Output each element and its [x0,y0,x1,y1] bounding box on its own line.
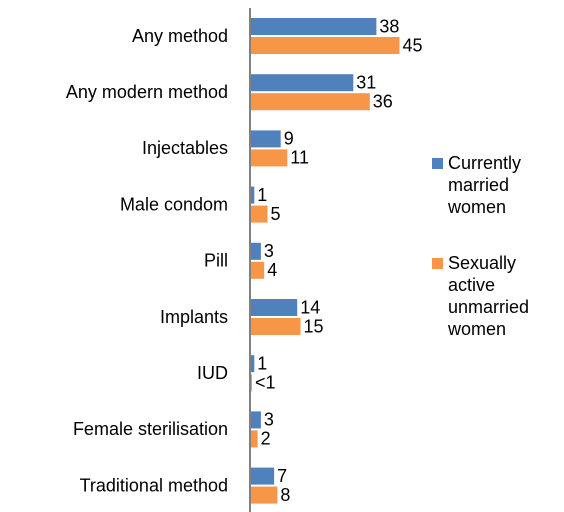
value-label: 36 [373,91,393,111]
bar [251,186,255,204]
bar [251,355,255,373]
legend-item: Sexually active unmarried women [432,252,560,340]
legend-item: Currently married women [432,152,560,218]
y-tick-label: Any method [132,26,228,46]
value-label: 8 [280,485,290,505]
bar [251,130,281,148]
y-tick-label: Female sterilisation [73,419,228,439]
value-label: 11 [290,148,309,168]
y-tick-label: Implants [160,307,228,327]
y-tick-label: Any modern method [66,82,228,102]
value-label: <1 [255,372,276,392]
y-tick-label: Pill [204,251,228,271]
value-label: 2 [261,429,271,449]
value-label: 1 [257,185,267,205]
bar [251,18,377,35]
bar [251,74,354,92]
legend-swatch [432,258,443,269]
value-label: 45 [403,35,423,55]
value-label: 15 [304,316,324,336]
value-label: 31 [356,72,376,92]
value-label: 3 [264,410,274,430]
bar [251,486,278,504]
bar [251,430,258,448]
y-tick-label: Male condom [120,194,228,214]
value-label: 38 [379,16,399,36]
y-tick-label: Traditional method [80,475,228,495]
value-label: 7 [277,466,287,486]
bar [251,374,252,392]
value-label: 3 [264,241,274,261]
bar [251,299,298,316]
value-label: 9 [284,129,294,149]
bar [251,205,268,223]
legend-swatch [432,158,443,169]
legend-label: Currently married women [448,153,522,217]
bar [251,149,288,167]
y-tick-label: IUD [197,363,228,383]
bar [251,93,370,111]
value-label: 5 [271,204,281,224]
bar [251,261,265,279]
bar [251,318,301,335]
bar [251,467,275,485]
bar [251,242,261,260]
value-label: 1 [257,353,267,373]
bar [251,411,261,429]
value-label: 4 [267,260,277,280]
value-label: 14 [300,297,320,317]
y-tick-label: Injectables [142,138,228,158]
bar [251,37,400,54]
legend-label: Sexually active unmarried women [448,253,530,339]
